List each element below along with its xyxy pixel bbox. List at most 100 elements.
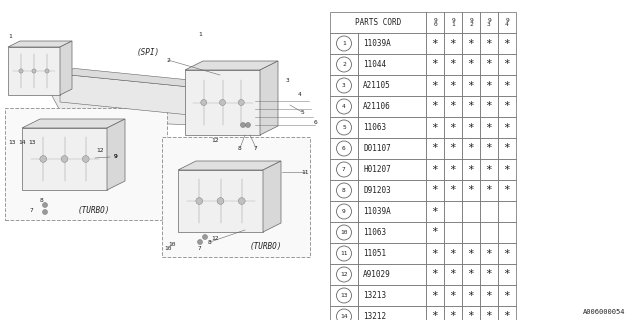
Text: (TURBO): (TURBO)	[250, 243, 282, 252]
Text: *: *	[504, 81, 510, 91]
Bar	[162, 137, 310, 257]
Text: PARTS CORD: PARTS CORD	[355, 18, 401, 27]
Text: 9
4: 9 4	[505, 18, 509, 28]
Bar	[444, 306, 462, 320]
Text: *: *	[468, 164, 474, 174]
Text: 1: 1	[342, 41, 346, 46]
Text: 1: 1	[198, 33, 202, 37]
Text: 8: 8	[342, 188, 346, 193]
Circle shape	[220, 100, 225, 106]
Text: *: *	[486, 143, 492, 154]
Text: *: *	[431, 38, 438, 49]
Text: 3: 3	[342, 83, 346, 88]
Bar	[444, 54, 462, 75]
Bar	[358, 33, 426, 54]
Text: *: *	[504, 143, 510, 154]
Text: *: *	[504, 249, 510, 259]
Circle shape	[201, 100, 207, 106]
Text: *: *	[431, 291, 438, 300]
Circle shape	[196, 197, 203, 204]
Bar	[358, 306, 426, 320]
Polygon shape	[60, 74, 190, 115]
Bar	[426, 201, 444, 222]
Bar	[498, 96, 516, 117]
Text: *: *	[504, 164, 510, 174]
Text: *: *	[450, 38, 456, 49]
Text: *: *	[486, 60, 492, 69]
Text: D91203: D91203	[363, 186, 391, 195]
Bar	[462, 243, 480, 264]
Text: 7: 7	[198, 245, 202, 251]
Text: 6: 6	[342, 146, 346, 151]
Text: *: *	[431, 60, 438, 69]
Text: *: *	[486, 291, 492, 300]
Text: A21106: A21106	[363, 102, 391, 111]
Text: *: *	[431, 81, 438, 91]
Text: 9: 9	[113, 155, 117, 159]
Text: 11063: 11063	[363, 123, 386, 132]
Bar	[330, 96, 358, 117]
Bar	[480, 138, 498, 159]
Circle shape	[61, 156, 68, 163]
Bar	[462, 201, 480, 222]
Bar	[498, 306, 516, 320]
Bar	[462, 96, 480, 117]
Text: 11: 11	[301, 170, 308, 174]
Bar	[358, 54, 426, 75]
Text: 11039A: 11039A	[363, 207, 391, 216]
Text: 13: 13	[8, 140, 16, 145]
Text: *: *	[431, 249, 438, 259]
Polygon shape	[178, 170, 263, 232]
Circle shape	[246, 123, 250, 127]
Bar	[426, 138, 444, 159]
Bar	[462, 222, 480, 243]
Text: A91029: A91029	[363, 270, 391, 279]
Text: *: *	[486, 38, 492, 49]
Text: *: *	[504, 101, 510, 111]
Polygon shape	[8, 47, 60, 95]
Text: *: *	[468, 143, 474, 154]
Text: *: *	[431, 123, 438, 132]
Text: 7: 7	[342, 167, 346, 172]
Text: *: *	[468, 123, 474, 132]
Text: 10: 10	[164, 245, 172, 251]
Bar	[444, 180, 462, 201]
Circle shape	[202, 235, 207, 239]
Polygon shape	[8, 41, 72, 47]
Bar	[462, 12, 480, 33]
Circle shape	[238, 197, 245, 204]
Bar	[462, 264, 480, 285]
Bar	[358, 75, 426, 96]
Text: *: *	[468, 60, 474, 69]
Bar	[444, 75, 462, 96]
Text: *: *	[486, 123, 492, 132]
Text: *: *	[450, 269, 456, 279]
Bar	[330, 306, 358, 320]
Text: 9
1: 9 1	[451, 18, 455, 28]
Bar	[462, 138, 480, 159]
Text: *: *	[450, 101, 456, 111]
Text: 8: 8	[40, 197, 44, 203]
Bar	[462, 159, 480, 180]
Text: 13213: 13213	[363, 291, 386, 300]
Polygon shape	[50, 80, 215, 125]
Bar	[426, 264, 444, 285]
Bar	[480, 75, 498, 96]
Bar	[444, 264, 462, 285]
Bar	[358, 180, 426, 201]
Bar	[498, 159, 516, 180]
Polygon shape	[185, 61, 278, 70]
Text: 8: 8	[238, 146, 242, 150]
Bar	[462, 54, 480, 75]
Text: 11039A: 11039A	[363, 39, 391, 48]
Bar	[498, 285, 516, 306]
Text: D01107: D01107	[363, 144, 391, 153]
Bar	[480, 96, 498, 117]
Polygon shape	[185, 70, 260, 135]
Text: *: *	[504, 311, 510, 320]
Text: 7: 7	[30, 207, 34, 212]
Text: *: *	[468, 38, 474, 49]
Bar	[330, 222, 358, 243]
Text: 12: 12	[211, 236, 219, 241]
Text: 11063: 11063	[363, 228, 386, 237]
